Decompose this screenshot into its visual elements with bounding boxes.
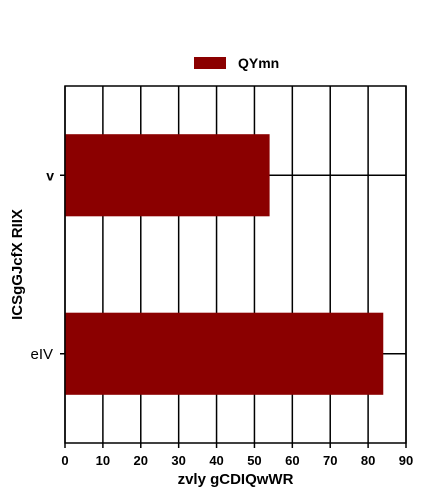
x-tick-label: 30 [171,453,185,468]
y-axis-title: ICSgGJcfX RIIX [9,209,26,320]
x-tick-labels: 0 10 20 30 40 50 60 70 80 90 [61,453,413,468]
y-category-label: eIV [30,346,53,363]
x-tick-label: 40 [209,453,223,468]
bar-eIV [65,312,384,395]
x-tick-label: 10 [96,453,110,468]
x-axis-title: zvly gCDIQwWR [178,471,294,488]
x-tick-label: 60 [285,453,299,468]
bars [65,134,384,395]
y-category-label: v [46,167,54,183]
x-tick-label: 70 [323,453,337,468]
plot-frame [64,85,407,444]
x-tick-label: 90 [399,453,413,468]
x-tick-label: 50 [247,453,261,468]
bar-v [65,134,270,217]
legend-label: QYmn [238,55,279,71]
x-tick-label: 80 [361,453,375,468]
x-tick-label: 0 [61,453,68,468]
legend-swatch [194,57,226,69]
legend: QYmn [194,55,279,71]
x-tick-label: 20 [134,453,148,468]
y-category-labels: v eIV [30,167,54,363]
